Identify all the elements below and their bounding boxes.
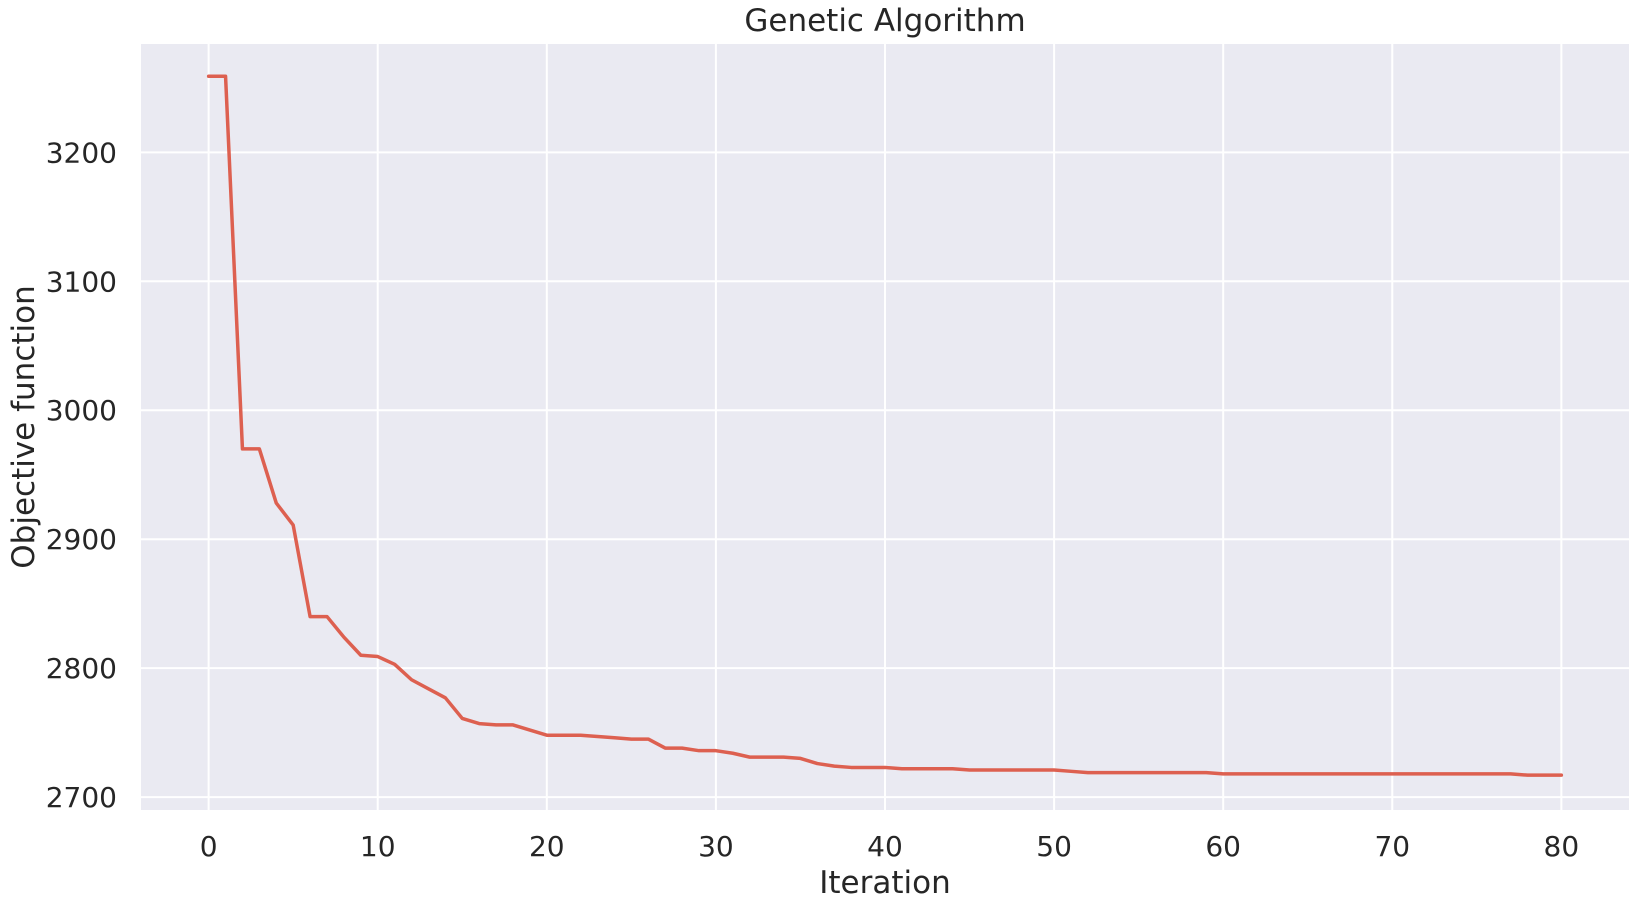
tick-labels: 0 10 20 30 40 50 60 70 80 2700 2800 2900 3000 3100 320… <box>46 136 1579 863</box>
x-tick-label: 50 <box>1036 830 1072 863</box>
y-tick-label: 2700 <box>46 781 117 814</box>
y-tick-label: 3000 <box>46 394 117 427</box>
x-tick-label: 0 <box>200 830 218 863</box>
x-tick-label: 40 <box>867 830 903 863</box>
grid <box>141 44 1629 810</box>
x-axis-label: Iteration <box>819 865 951 901</box>
x-tick-label: 60 <box>1205 830 1241 863</box>
x-tick-label: 10 <box>360 830 396 863</box>
y-tick-label: 3200 <box>46 136 117 169</box>
y-tick-label: 2800 <box>46 652 117 685</box>
series-layer <box>206 74 1564 777</box>
series-line <box>206 74 1564 777</box>
chart-title: Genetic Algorithm <box>744 3 1025 39</box>
x-tick-label: 80 <box>1544 830 1580 863</box>
y-tick-label: 2900 <box>46 523 117 556</box>
y-axis-label: Objective function <box>6 285 42 568</box>
x-tick-label: 20 <box>529 830 565 863</box>
x-tick-label: 70 <box>1374 830 1410 863</box>
x-tick-label: 30 <box>698 830 734 863</box>
y-tick-label: 3100 <box>46 265 117 298</box>
